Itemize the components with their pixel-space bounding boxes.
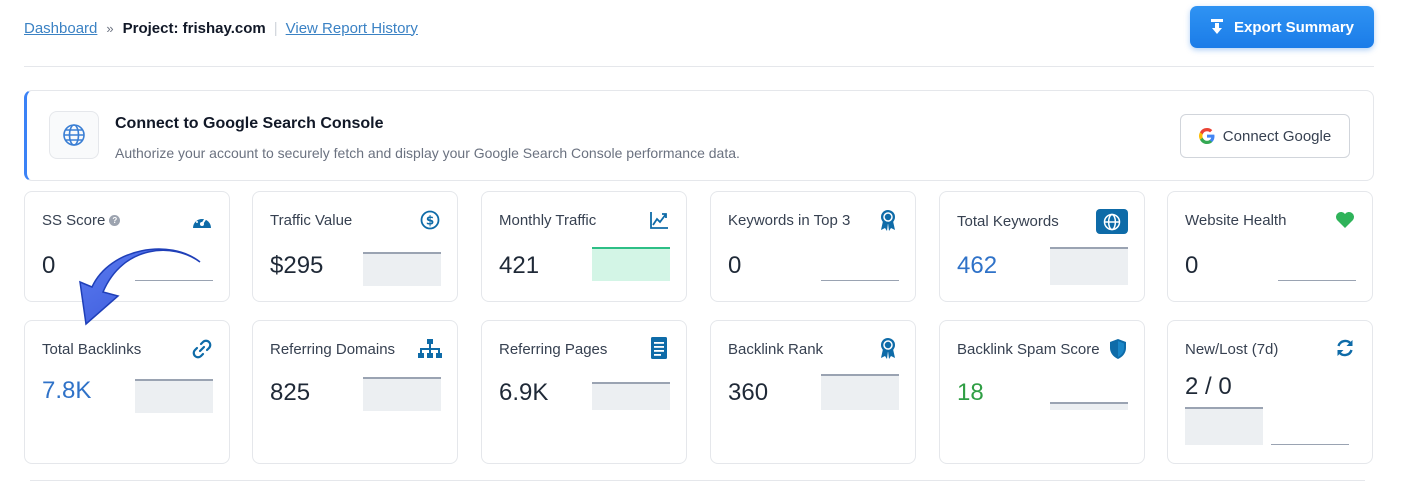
banner-icon-box [49, 111, 99, 159]
sparkline [592, 382, 670, 410]
info-icon[interactable]: ? [109, 215, 121, 226]
link-icon [191, 338, 213, 360]
sparkline [1050, 402, 1128, 410]
metric-card-referring-pages[interactable]: Referring Pages 6.9K [481, 320, 687, 464]
footer-divider [30, 480, 1365, 481]
download-icon [1210, 19, 1223, 34]
metric-value: 2 / 0 [1185, 373, 1232, 400]
metric-label: Referring Pages [499, 341, 608, 358]
export-summary-button[interactable]: Export Summary [1190, 6, 1374, 48]
sparkline [363, 252, 441, 286]
sparkline [1050, 247, 1128, 285]
award-icon [877, 209, 899, 231]
metric-card-total-keywords[interactable]: Total Keywords 462 [939, 191, 1145, 302]
metric-label: Total Keywords [957, 213, 1059, 230]
sparkline [592, 247, 670, 281]
sparkline [1278, 280, 1356, 281]
metric-value: $295 [270, 252, 324, 279]
metric-card-new-lost-7d[interactable]: New/Lost (7d) 2 / 0 [1167, 320, 1373, 464]
metric-label: Total Backlinks [42, 341, 142, 358]
metric-card-backlink-spam-score[interactable]: Backlink Spam Score 18 [939, 320, 1145, 464]
metric-card-referring-domains[interactable]: Referring Domains 825 [252, 320, 458, 464]
gsc-connect-banner: Connect to Google Search Console Authori… [24, 90, 1374, 181]
metric-value: 7.8K [42, 377, 92, 404]
metric-label: Referring Domains [270, 341, 396, 358]
metric-value: 18 [957, 379, 984, 406]
metric-label: Monthly Traffic [499, 212, 597, 229]
metric-value: 360 [728, 379, 769, 406]
sparkline-new [1185, 407, 1263, 445]
metric-card-traffic-value[interactable]: Traffic Value $ $295 [252, 191, 458, 302]
banner-title: Connect to Google Search Console [115, 115, 384, 132]
trend-chart-icon [648, 209, 670, 231]
breadcrumb-separator: » [106, 20, 114, 36]
metric-label: Backlink Rank [728, 341, 824, 358]
sparkline [821, 280, 899, 281]
gauge-icon [191, 210, 213, 232]
sparkline [363, 377, 441, 411]
metric-value: 6.9K [499, 379, 549, 406]
metric-value: 462 [957, 252, 998, 279]
metric-label: Backlink Spam Score [957, 341, 1100, 358]
refresh-icon[interactable] [1334, 337, 1356, 359]
connect-google-button[interactable]: Connect Google [1180, 114, 1350, 158]
metric-value: 0 [728, 252, 742, 279]
svg-text:$: $ [426, 214, 434, 228]
sparkline [821, 374, 899, 410]
banner-description: Authorize your account to securely fetch… [115, 145, 740, 161]
view-report-history-link[interactable]: View Report History [285, 19, 418, 37]
sparkline [135, 280, 213, 281]
heart-icon [1334, 209, 1356, 231]
metric-value: 825 [270, 379, 311, 406]
curved-arrow-annotation-icon [79, 248, 201, 326]
connect-google-label: Connect Google [1222, 127, 1332, 145]
metric-value: 0 [1185, 252, 1199, 279]
sparkline-lost [1271, 444, 1349, 445]
metric-card-monthly-traffic[interactable]: Monthly Traffic 421 [481, 191, 687, 302]
metric-value: 0 [42, 252, 56, 279]
metric-label: Keywords in Top 3 [728, 212, 851, 229]
breadcrumb-dashboard-link[interactable]: Dashboard [24, 19, 98, 37]
globe-icon [63, 124, 85, 146]
export-summary-label: Export Summary [1233, 18, 1355, 36]
metric-value: 421 [499, 252, 540, 279]
sparkline [135, 379, 213, 413]
metric-label: New/Lost (7d) [1185, 341, 1279, 358]
metric-label: Website Health [1185, 212, 1287, 229]
globe-badge-icon [1096, 209, 1128, 234]
metric-card-total-backlinks[interactable]: Total Backlinks 7.8K [24, 320, 230, 464]
document-icon [648, 337, 670, 359]
award-icon [877, 337, 899, 359]
metric-label: Traffic Value [270, 212, 353, 229]
shield-icon [1107, 338, 1129, 360]
breadcrumb-current-project: Project: frishay.com [122, 19, 266, 37]
sitemap-icon [417, 338, 443, 360]
metric-card-backlink-rank[interactable]: Backlink Rank 360 [710, 320, 916, 464]
top-bar: Dashboard » Project: frishay.com | View … [24, 6, 1374, 50]
metric-label: SS Score? [42, 212, 121, 229]
google-g-icon [1198, 128, 1215, 144]
header-divider [24, 66, 1374, 67]
metric-card-ss-score[interactable]: SS Score? 0 [24, 191, 230, 302]
metric-card-keywords-top3[interactable]: Keywords in Top 3 0 [710, 191, 916, 302]
dollar-circle-icon: $ [419, 209, 441, 231]
metric-card-website-health[interactable]: Website Health 0 [1167, 191, 1373, 302]
breadcrumb-divider: | [273, 19, 278, 37]
